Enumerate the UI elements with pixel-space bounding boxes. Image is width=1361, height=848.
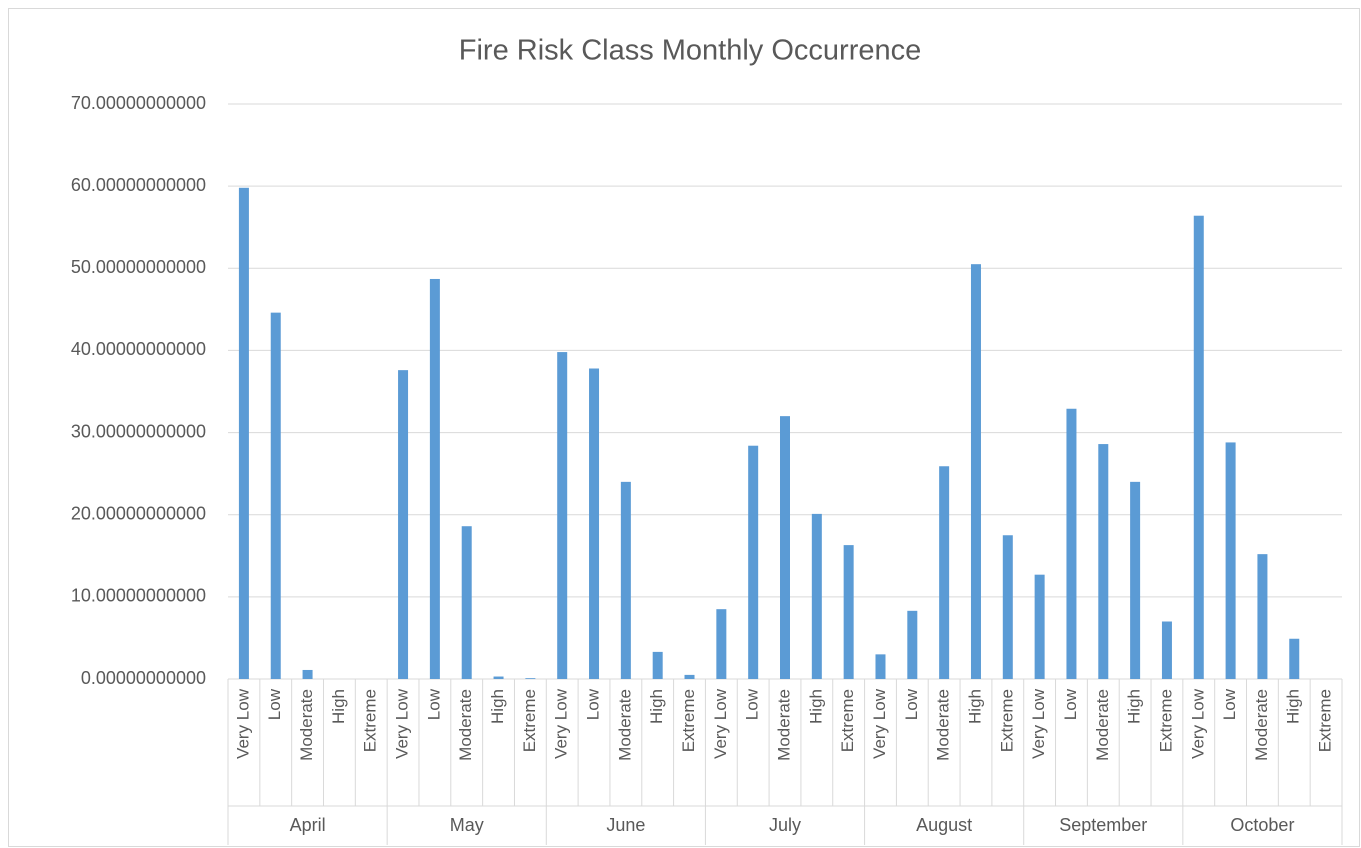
y-tick-label: 30.00000000000 (71, 421, 206, 441)
group-label: August (916, 815, 972, 835)
x-tick-label: Extreme (679, 689, 698, 752)
x-tick-label: Extreme (1156, 689, 1175, 752)
bar (270, 312, 281, 679)
x-tick-label: Very Low (393, 688, 412, 759)
bar (1034, 574, 1045, 679)
x-tick-label: Very Low (870, 688, 889, 759)
x-tick-label: High (1284, 689, 1303, 724)
bar (493, 676, 504, 679)
x-tick-label: High (647, 689, 666, 724)
chart-frame (8, 8, 1360, 847)
y-tick-label: 70.00000000000 (71, 93, 206, 113)
bar (970, 264, 981, 679)
group-label: April (290, 815, 326, 835)
x-tick-label: Extreme (997, 689, 1016, 752)
bar (620, 481, 631, 679)
x-tick-label: High (329, 689, 348, 724)
x-tick-label: Extreme (1316, 689, 1335, 752)
x-tick-label: Low (265, 688, 284, 720)
bar (1289, 638, 1300, 679)
x-tick-label: Extreme (838, 689, 857, 752)
y-tick-label: 10.00000000000 (71, 586, 206, 606)
bar (238, 187, 249, 680)
bar (652, 651, 663, 679)
y-tick-label: 60.00000000000 (71, 175, 206, 195)
x-tick-label: High (965, 689, 984, 724)
bar (684, 674, 695, 679)
x-tick-label: Moderate (1252, 689, 1271, 761)
bar (1193, 215, 1204, 679)
bar (1098, 444, 1109, 679)
bar (1130, 481, 1141, 679)
group-label: October (1230, 815, 1294, 835)
y-tick-label: 20.00000000000 (71, 503, 206, 523)
x-tick-label: Moderate (456, 689, 475, 761)
bar (398, 370, 409, 679)
x-tick-label: Very Low (552, 688, 571, 759)
x-tick-label: Low (1220, 688, 1239, 720)
x-tick-label: High (806, 689, 825, 724)
x-tick-label: Moderate (297, 689, 316, 761)
bar (1225, 442, 1236, 679)
bar (780, 416, 790, 679)
bar (811, 513, 822, 679)
bar (716, 609, 727, 679)
group-label: June (606, 815, 645, 835)
bar (1002, 535, 1013, 679)
bar (589, 368, 600, 679)
bar (1161, 621, 1172, 679)
x-tick-label: Low (902, 688, 921, 720)
x-tick-label: Low (1061, 688, 1080, 720)
y-tick-label: 50.00000000000 (71, 257, 206, 277)
bar (1066, 408, 1077, 679)
group-label: July (769, 815, 801, 835)
x-tick-label: Moderate (934, 689, 953, 761)
group-label: September (1059, 815, 1147, 835)
x-tick-label: High (488, 689, 507, 724)
bar (525, 678, 536, 679)
x-tick-label: Very Low (1188, 688, 1207, 759)
x-tick-label: Moderate (615, 689, 634, 761)
bar (557, 352, 568, 679)
bar (843, 545, 854, 679)
x-tick-label: Low (424, 688, 443, 720)
x-tick-label: Moderate (1093, 689, 1112, 761)
chart-title: Fire Risk Class Monthly Occurrence (459, 35, 922, 67)
y-tick-label: 0.00000000000 (81, 668, 206, 688)
bar (939, 466, 950, 679)
x-tick-label: Very Low (711, 688, 730, 759)
bar (748, 445, 759, 679)
x-tick-label: Very Low (233, 688, 252, 759)
y-tick-label: 40.00000000000 (71, 339, 206, 359)
bar (302, 669, 313, 679)
bar (875, 654, 886, 679)
bar (461, 526, 472, 679)
x-tick-label: Very Low (1029, 688, 1048, 759)
bar (907, 610, 918, 679)
x-tick-label: High (1125, 689, 1144, 724)
x-tick-label: Low (743, 688, 762, 720)
group-label: May (450, 815, 484, 835)
x-tick-label: Low (584, 688, 603, 720)
bar (1257, 554, 1268, 679)
x-tick-label: Extreme (520, 689, 539, 752)
x-tick-label: Moderate (774, 689, 793, 761)
bar (429, 278, 440, 679)
x-tick-label: Extreme (361, 689, 380, 752)
